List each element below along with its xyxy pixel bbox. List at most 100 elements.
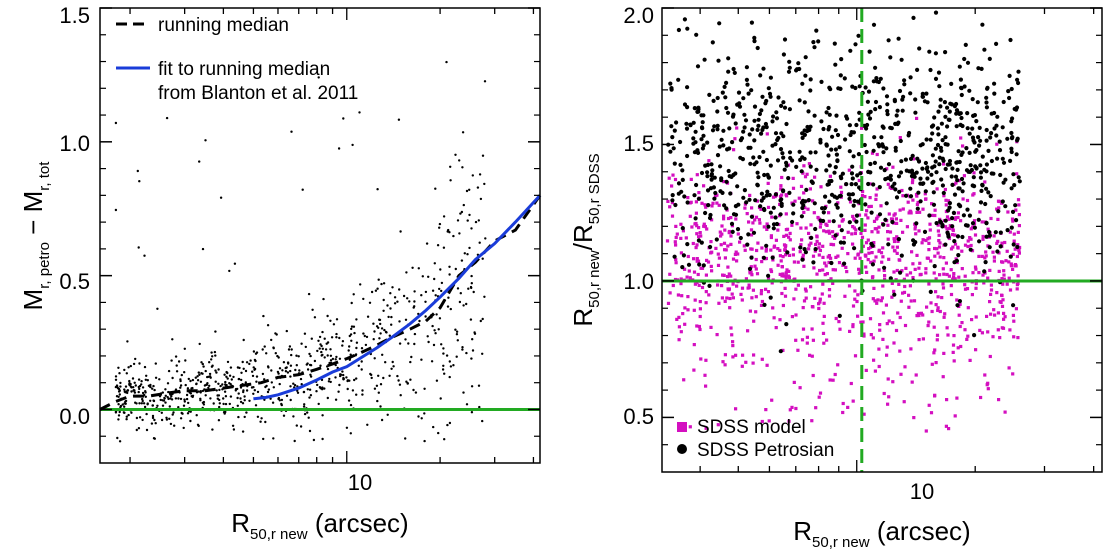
- petrosian-point: [809, 179, 814, 184]
- model-point: [949, 247, 954, 251]
- scatter-point: [448, 265, 451, 268]
- petrosian-point: [744, 77, 750, 82]
- model-point: [719, 234, 723, 238]
- scatter-point: [277, 396, 281, 400]
- scatter-point: [194, 376, 197, 379]
- scatter-point: [289, 375, 292, 378]
- model-point: [1000, 293, 1004, 298]
- petrosian-point: [694, 32, 699, 37]
- model-point: [915, 210, 919, 214]
- petrosian-point: [725, 147, 730, 152]
- model-point: [755, 272, 760, 276]
- scatter-point: [442, 246, 446, 249]
- scatter-point: [456, 287, 460, 290]
- model-point: [927, 403, 931, 407]
- petrosian-point: [699, 113, 704, 118]
- model-point: [782, 274, 786, 278]
- model-point: [829, 277, 833, 281]
- petrosian-point: [794, 68, 799, 73]
- model-point: [855, 299, 859, 304]
- petrosian-point: [850, 164, 855, 169]
- scatter-point: [431, 324, 434, 328]
- model-point: [857, 267, 861, 271]
- scatter-point: [254, 404, 258, 407]
- model-point: [770, 215, 774, 219]
- model-point: [783, 245, 787, 249]
- petrosian-point: [872, 135, 877, 140]
- petrosian-point: [692, 193, 697, 198]
- model-point: [778, 248, 782, 252]
- scatter-point: [449, 365, 453, 368]
- model-point: [946, 199, 951, 203]
- petrosian-point: [787, 107, 793, 112]
- model-point: [930, 362, 934, 366]
- scatter-point: [249, 359, 252, 362]
- petrosian-point: [866, 181, 871, 187]
- scatter-point: [347, 349, 350, 352]
- scatter-point: [404, 338, 407, 341]
- scatter-point: [326, 314, 329, 318]
- scatter-point: [448, 273, 451, 276]
- scatter-point: [308, 396, 311, 399]
- petrosian-point: [995, 114, 1000, 119]
- model-point: [718, 230, 722, 234]
- petrosian-point: [784, 163, 789, 168]
- model-point: [852, 226, 856, 230]
- model-point: [728, 306, 732, 310]
- model-point: [915, 202, 919, 207]
- scatter-point: [278, 367, 282, 370]
- scatter-point: [396, 300, 399, 303]
- scatter-point: [412, 388, 415, 392]
- model-point: [1017, 203, 1021, 207]
- scatter-point: [379, 322, 382, 326]
- scatter-point: [447, 296, 450, 299]
- model-point: [933, 213, 937, 218]
- model-point: [879, 251, 884, 255]
- model-point: [787, 235, 791, 239]
- scatter-point: [199, 397, 202, 400]
- model-point: [845, 270, 849, 274]
- petrosian-point: [813, 226, 818, 232]
- scatter-point: [311, 308, 314, 311]
- petrosian-point: [920, 94, 925, 99]
- petrosian-point: [904, 168, 909, 173]
- scatter-point: [438, 317, 442, 320]
- petrosian-point: [746, 232, 751, 237]
- model-point: [902, 290, 907, 294]
- model-point: [999, 201, 1004, 205]
- model-point: [986, 381, 990, 385]
- scatter-point: [461, 131, 465, 134]
- petrosian-point: [916, 190, 921, 195]
- model-point: [898, 349, 902, 353]
- scatter-point: [117, 418, 120, 421]
- model-point: [961, 144, 965, 148]
- petrosian-point: [703, 210, 708, 216]
- model-point: [749, 228, 754, 232]
- right-scatter-points: [665, 10, 1022, 433]
- scatter-point: [154, 376, 158, 379]
- scatter-point: [129, 385, 133, 388]
- petrosian-point: [842, 76, 847, 81]
- petrosian-point: [881, 86, 886, 91]
- model-point: [885, 353, 889, 357]
- scatter-point: [341, 340, 345, 343]
- scatter-point: [126, 340, 129, 343]
- model-point: [947, 226, 951, 231]
- model-point: [956, 346, 960, 350]
- model-point: [901, 291, 905, 295]
- petrosian-point: [886, 162, 892, 167]
- model-point: [821, 268, 825, 272]
- model-point: [760, 246, 764, 250]
- petrosian-point: [699, 137, 704, 142]
- model-point: [729, 326, 733, 330]
- petrosian-point: [773, 215, 778, 220]
- model-point: [899, 218, 903, 222]
- petrosian-point: [929, 124, 935, 129]
- model-point: [709, 240, 713, 244]
- scatter-point: [223, 390, 227, 393]
- model-point: [802, 164, 806, 168]
- model-point: [862, 412, 866, 416]
- model-point: [803, 206, 807, 210]
- model-point: [846, 405, 850, 409]
- model-point: [773, 194, 777, 199]
